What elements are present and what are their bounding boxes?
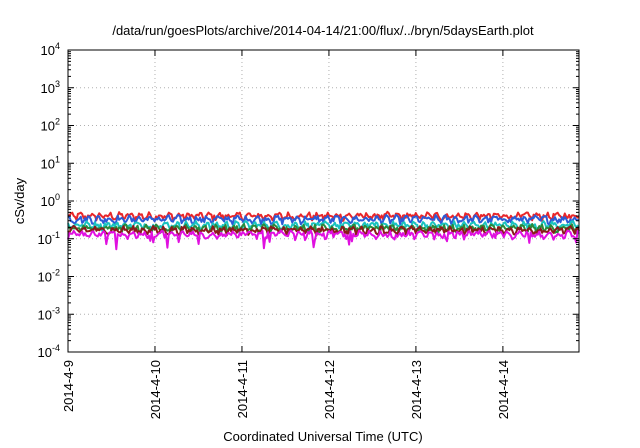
x-tick-label: 2014-4-10 xyxy=(148,360,163,419)
y-tick-label-exponent: -4 xyxy=(52,343,60,353)
y-tick-label: 102 xyxy=(41,117,60,134)
x-tick-label: 2014-4-14 xyxy=(496,360,511,419)
y-tick-label-base: 10 xyxy=(41,43,55,58)
y-tick-label-exponent: -1 xyxy=(52,230,60,240)
y-tick-label-base: 10 xyxy=(38,232,52,247)
y-tick-label-base: 10 xyxy=(41,156,55,171)
y-tick-label-exponent: 3 xyxy=(55,79,60,89)
y-axis-label: cSv/day xyxy=(12,177,27,224)
y-tick-label: 101 xyxy=(41,154,60,171)
x-tick-label: 2014-4-12 xyxy=(322,360,337,419)
series-line xyxy=(67,229,580,251)
y-tick-label: 10-3 xyxy=(38,305,60,322)
y-tick-label-base: 10 xyxy=(38,270,52,285)
y-tick-label: 10-1 xyxy=(38,230,60,247)
y-tick-label-base: 10 xyxy=(38,307,52,322)
series-group xyxy=(67,210,580,251)
y-tick-label: 103 xyxy=(41,79,60,96)
x-tick-label: 2014-4-9 xyxy=(61,360,76,412)
y-tick-label-exponent: 1 xyxy=(55,154,60,164)
y-tick-label-exponent: -3 xyxy=(52,305,60,315)
y-tick-label: 10-2 xyxy=(38,268,60,285)
x-tick-label: 2014-4-13 xyxy=(409,360,424,419)
x-axis-label: Coordinated Universal Time (UTC) xyxy=(223,429,422,444)
y-tick-label-exponent: 2 xyxy=(55,117,60,127)
y-tick-label-exponent: 0 xyxy=(55,192,60,202)
chart-title: /data/run/goesPlots/archive/2014-04-14/2… xyxy=(112,23,534,38)
y-tick-label-base: 10 xyxy=(41,81,55,96)
grid xyxy=(68,50,579,352)
y-tick-label-base: 10 xyxy=(38,345,52,360)
y-tick-label: 10-4 xyxy=(38,343,60,360)
y-tick-label-base: 10 xyxy=(41,194,55,209)
x-axis-ticks: 2014-4-9 2014-4-10 2014-4-11 2014-4-12 2014-… xyxy=(61,50,511,419)
y-tick-label-exponent: -2 xyxy=(52,268,60,278)
y-tick-label: 100 xyxy=(41,192,60,209)
y-tick-label-exponent: 4 xyxy=(55,41,60,51)
y-tick-label: 104 xyxy=(41,41,60,58)
y-tick-label-base: 10 xyxy=(41,119,55,134)
x-tick-label: 2014-4-11 xyxy=(235,360,250,418)
series-line xyxy=(67,224,580,237)
